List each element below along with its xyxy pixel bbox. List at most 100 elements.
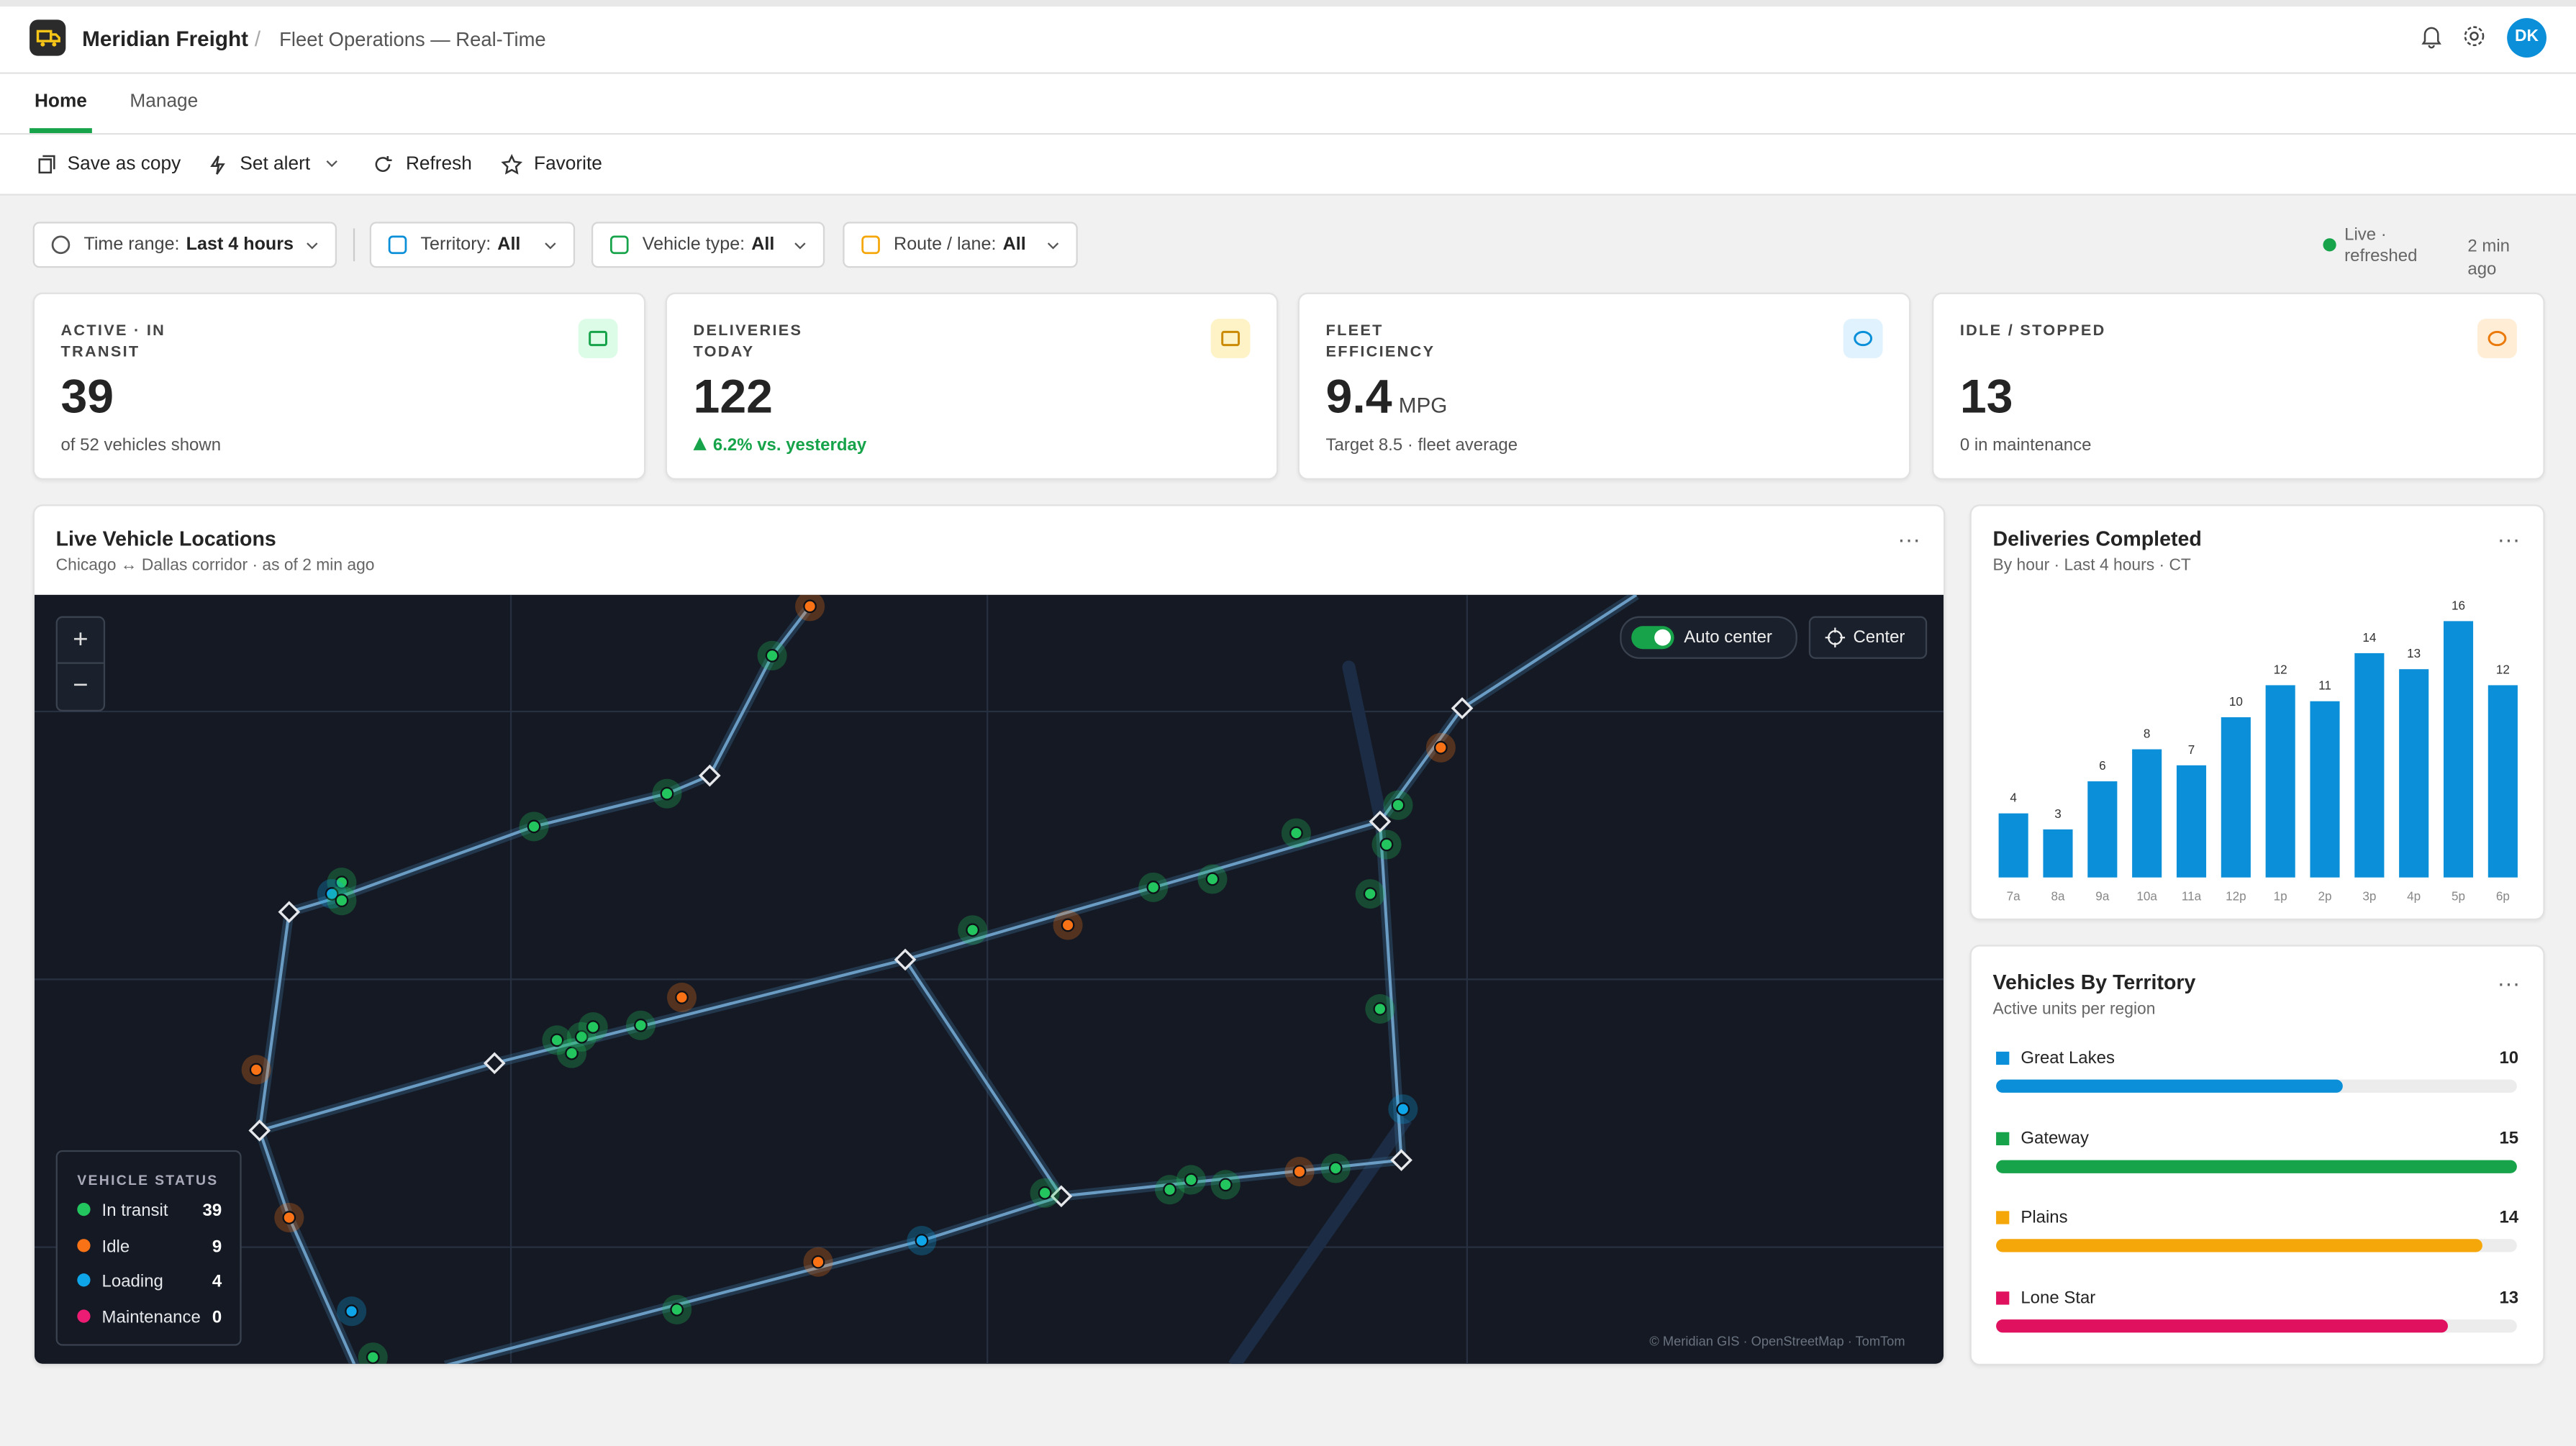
vehicle[interactable] — [811, 1255, 825, 1269]
vehicle[interactable] — [803, 599, 817, 614]
vehicle[interactable] — [1146, 881, 1161, 894]
deliveries-chart: 4 7a 3 8a 6 9a 8 10a 7 11a 10 12p 12 1p 11 2p 14 3p 13 4p 16… — [1998, 599, 2518, 904]
switch — [1631, 626, 1674, 650]
logo — [30, 19, 66, 56]
kpi-icon — [589, 330, 607, 347]
x-tick-label: 8a — [2051, 890, 2065, 904]
vehicle[interactable] — [1163, 1183, 1176, 1197]
toolbar-button[interactable]: Refresh — [405, 154, 472, 175]
vehicle[interactable] — [1363, 887, 1377, 901]
filter[interactable]: Vehicle type: All — [591, 222, 825, 268]
app-name: Meridian Freight — [82, 26, 249, 51]
tab[interactable]: Home — [34, 91, 87, 112]
map-card: Live Vehicle Locations Chicago ↔ Dallas … — [32, 504, 1946, 1366]
bar-value-label: 13 — [2407, 647, 2421, 660]
vehicle[interactable] — [527, 819, 541, 834]
map-title: Live Vehicle Locations — [55, 527, 276, 551]
zoom-out[interactable]: − — [57, 662, 104, 708]
bell-icon[interactable] — [2420, 24, 2443, 49]
more-button[interactable]: ··· — [2497, 525, 2521, 553]
vehicle[interactable] — [249, 1063, 263, 1077]
center-button[interactable]: Center — [1808, 616, 1928, 659]
route-glow — [254, 603, 815, 1364]
vehicle[interactable] — [282, 1211, 296, 1224]
vehicle[interactable] — [1218, 1178, 1233, 1192]
legend-label: Loading — [101, 1271, 163, 1292]
vehicle[interactable] — [586, 1020, 600, 1034]
settings-icon[interactable] — [2463, 24, 2486, 47]
territory-swatch — [1996, 1211, 2010, 1224]
vehicle[interactable] — [574, 1029, 589, 1044]
vehicle[interactable] — [915, 1234, 929, 1247]
icon-shape — [1221, 330, 1241, 347]
vehicle[interactable] — [1391, 798, 1405, 812]
vehicle[interactable] — [1038, 1186, 1052, 1200]
avatar[interactable]: DK — [2507, 18, 2546, 58]
legend-label: Idle — [101, 1236, 130, 1257]
more-button[interactable]: ··· — [2497, 969, 2521, 996]
waypoint — [1451, 697, 1474, 719]
vehicle[interactable] — [1328, 1161, 1343, 1176]
vehicle[interactable] — [565, 1046, 579, 1060]
vehicle[interactable] — [366, 1350, 380, 1364]
vehicle[interactable] — [660, 786, 674, 801]
vehicle[interactable] — [670, 1303, 684, 1317]
map-legend: VEHICLE STATUS In transit 39 Idle 9 Loading 4… — [55, 1150, 242, 1346]
vehicle[interactable] — [1061, 918, 1075, 932]
tab[interactable]: Manage — [130, 91, 199, 112]
auto-center-toggle[interactable]: Auto center — [1620, 616, 1797, 659]
territory-bar — [1996, 1079, 2344, 1093]
filter-label: Vehicle type: — [642, 235, 745, 255]
vehicle[interactable] — [966, 923, 980, 937]
vehicle[interactable] — [325, 887, 339, 901]
territory-value: 10 — [2499, 1048, 2519, 1068]
territory-name: Plains — [2021, 1207, 2068, 1228]
filter-icon — [861, 235, 880, 255]
kpi-icon-tile — [2477, 319, 2517, 358]
vehicle[interactable] — [1205, 872, 1220, 886]
toolbar-button[interactable]: Favorite — [534, 154, 602, 175]
filter[interactable]: Time range: Last 4 hours — [32, 222, 337, 268]
toolbar-button[interactable]: Set alert — [240, 154, 311, 175]
kpi-icon-tile — [1843, 319, 1883, 358]
route-glow — [258, 594, 1639, 1136]
icon-path — [210, 155, 225, 175]
bar — [2043, 829, 2073, 878]
vehicle[interactable] — [675, 991, 689, 1004]
vehicle[interactable] — [1434, 740, 1448, 755]
vehicle[interactable] — [335, 893, 349, 908]
logo-icon — [36, 29, 60, 47]
chevron-path — [1047, 242, 1059, 250]
map-canvas — [34, 594, 1944, 1364]
vehicle[interactable] — [1373, 1002, 1387, 1016]
waypoint — [1369, 810, 1392, 833]
zoom-in[interactable]: + — [73, 626, 89, 655]
vehicle[interactable] — [345, 1304, 358, 1319]
vehicle[interactable] — [1379, 837, 1394, 852]
vehicle[interactable] — [550, 1033, 564, 1047]
chevron — [307, 242, 318, 250]
kpi-value-row: 122 — [694, 371, 773, 425]
vehicle[interactable] — [634, 1018, 648, 1032]
territory-name: Great Lakes — [2021, 1048, 2115, 1068]
filter[interactable]: Territory: All — [369, 222, 576, 268]
toolbar-button[interactable]: Save as copy — [67, 154, 181, 175]
vehicle[interactable] — [1289, 826, 1303, 840]
filter-icon — [609, 235, 629, 255]
territory-value: 13 — [2499, 1287, 2519, 1308]
live-status: Live · refreshed — [2344, 224, 2418, 267]
filter[interactable]: Route / lane: All — [843, 222, 1078, 268]
kpi-title: FLEET EFFICIENCY — [1325, 322, 1436, 362]
vehicle[interactable] — [765, 648, 779, 663]
waypoint — [1050, 1185, 1073, 1208]
kpi-note-row: of 52 vehicles shown — [60, 435, 221, 455]
vehicle[interactable] — [1292, 1165, 1307, 1178]
vehicle[interactable] — [1396, 1102, 1410, 1117]
vehicle[interactable] — [335, 876, 349, 889]
filter-text: Vehicle type: All — [643, 235, 775, 255]
territory-name: Lone Star — [2021, 1287, 2096, 1308]
vehicle[interactable] — [1184, 1173, 1198, 1187]
more-button[interactable]: ··· — [1897, 525, 1921, 553]
